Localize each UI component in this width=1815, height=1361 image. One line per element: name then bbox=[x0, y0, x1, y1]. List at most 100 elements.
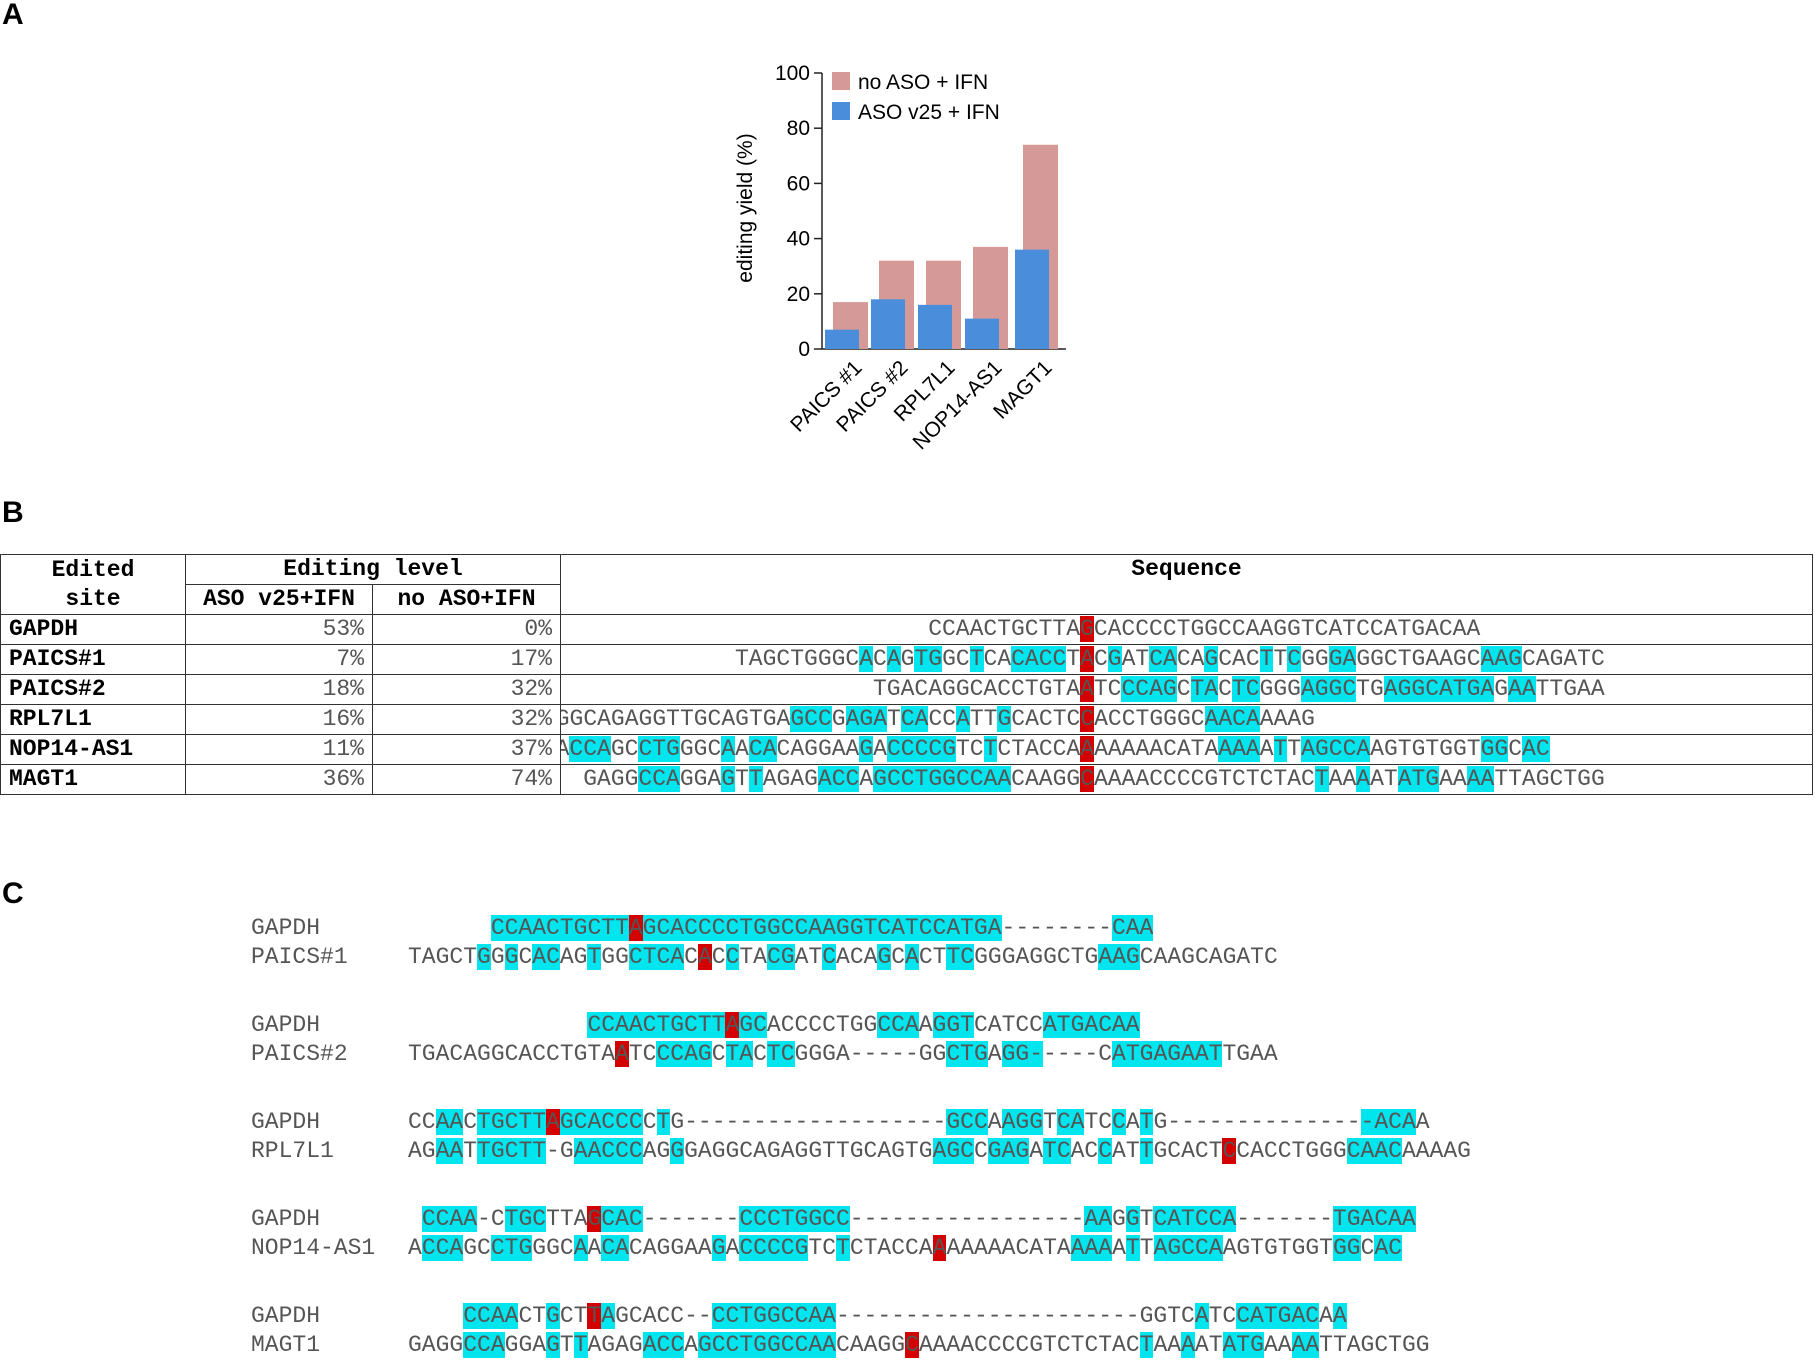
complementary-base: A bbox=[1356, 766, 1371, 792]
legend-swatch bbox=[832, 102, 850, 120]
complementary-base: AA bbox=[1291, 1332, 1320, 1358]
edited-adenosine: A bbox=[697, 944, 712, 970]
alignment-label-bottom: RPL7L1 bbox=[251, 1138, 334, 1164]
complementary-base: CATCCA bbox=[1153, 1206, 1237, 1232]
site-name: GAPDH bbox=[0, 614, 186, 645]
complementary-base: G bbox=[546, 1332, 560, 1358]
header-sequence: Sequence bbox=[560, 554, 1813, 615]
alignment-label-top: GAPDH bbox=[251, 1303, 321, 1329]
complementary-base: T bbox=[969, 646, 984, 672]
site-name: RPL7L1 bbox=[0, 704, 186, 735]
sequence-cell: AGAATTGCTTGAACCCAGGGAGGCAGAGGTTGCAGTGAGC… bbox=[560, 704, 1813, 735]
edited-adenosine: A bbox=[615, 1041, 629, 1067]
no-aso-level: 32% bbox=[372, 704, 561, 735]
complementary-base: TC bbox=[1043, 1138, 1071, 1164]
site-name: PAICS#2 bbox=[0, 674, 186, 705]
alignment-label-top: GAPDH bbox=[251, 1109, 321, 1135]
complementary-base: AA bbox=[1508, 676, 1536, 702]
complementary-base: G bbox=[477, 944, 491, 970]
complementary-base: G bbox=[1107, 646, 1122, 672]
complementary-base: CA bbox=[1056, 1109, 1085, 1135]
complementary-base: AA bbox=[1466, 766, 1495, 792]
complementary-base: AC bbox=[532, 944, 560, 970]
complementary-base: C bbox=[1287, 646, 1302, 672]
complementary-base: CCTGGCCAA bbox=[711, 1303, 836, 1329]
edited-adenosine: T bbox=[587, 1303, 602, 1329]
header-edited-site-line1: Edited bbox=[51, 556, 135, 583]
complementary-base: A bbox=[721, 736, 736, 762]
complementary-base: AC bbox=[1522, 736, 1550, 762]
edited-adenosine: C bbox=[1080, 766, 1094, 792]
alignment-label-top: GAPDH bbox=[251, 1012, 321, 1038]
alignment-seq-top: CCAACTGCTTAGCACCCCTG-------------------G… bbox=[408, 1109, 1430, 1135]
alignment-seq-bottom: TGACAGGCACCTGTAATCCCAGCTACTCGGGA-----GGC… bbox=[408, 1041, 1278, 1067]
complementary-base: GG- bbox=[1001, 1041, 1044, 1067]
complementary-base: AA bbox=[435, 1109, 464, 1135]
complementary-base: AGGC bbox=[1300, 676, 1357, 702]
complementary-base: A bbox=[601, 1303, 616, 1329]
complementary-base: A bbox=[573, 1235, 588, 1261]
aso-level: 18% bbox=[185, 674, 373, 705]
complementary-base: GC bbox=[739, 1012, 767, 1038]
table-row: GAPDH 53% 0% CCAACTGCTTAGCACCCCTGGCCAAGGTCA… bbox=[0, 614, 1813, 645]
complementary-base: CCAACTGCTT bbox=[587, 1012, 726, 1038]
complementary-base: AAA bbox=[1218, 736, 1260, 762]
table-row: PAICS#2 18% 32% TGACAGGCACCTGTAATCCCAGCTACT… bbox=[0, 674, 1813, 705]
complementary-base: ATGAGAAT bbox=[1112, 1041, 1223, 1067]
y-tick-label: 100 bbox=[775, 62, 810, 85]
complementary-base: C bbox=[822, 944, 837, 970]
complementary-base: CAAC bbox=[1346, 1138, 1402, 1164]
edited-adenosine: A bbox=[1080, 646, 1094, 672]
complementary-base: AGCCA bbox=[1301, 736, 1371, 762]
y-tick-label: 0 bbox=[798, 338, 810, 361]
complementary-base: ATG bbox=[1222, 1332, 1264, 1358]
site-name: PAICS#1 bbox=[0, 644, 186, 675]
aso-level: 53% bbox=[185, 614, 373, 645]
complementary-base: T bbox=[1139, 1138, 1154, 1164]
edited-adenosine: A bbox=[1080, 736, 1095, 762]
site-name: MAGT1 bbox=[0, 764, 186, 795]
complementary-base: ATG bbox=[1397, 766, 1440, 792]
sequence: CCAACTGCTTAGCACCCCTGGCCAAGGTCATCCATGACAA bbox=[928, 616, 1481, 642]
complementary-base: CCAA bbox=[463, 1303, 519, 1329]
edited-adenosine: A bbox=[932, 1235, 947, 1261]
complementary-base: CCA bbox=[463, 1332, 505, 1358]
table-row: MAGT1 36% 74% GAGGCCAGGAGTTAGAGACCAGCCTGGCC… bbox=[0, 764, 1813, 795]
header-edited-site: Edited site bbox=[0, 554, 186, 615]
complementary-base: G bbox=[1125, 1206, 1140, 1232]
complementary-base: G bbox=[859, 736, 874, 762]
complementary-base: T bbox=[1139, 1109, 1154, 1135]
complementary-base: G bbox=[670, 1138, 685, 1164]
complementary-base: GA bbox=[1328, 646, 1357, 672]
complementary-base: AACA bbox=[1204, 706, 1260, 732]
complementary-base: ATGACAA bbox=[1042, 1012, 1140, 1038]
complementary-base: GCACCC bbox=[559, 1109, 643, 1135]
edited-adenosine: C bbox=[1222, 1138, 1237, 1164]
complementary-base: GAG bbox=[987, 1138, 1030, 1164]
table-row: NOP14-AS111%37%ACCAGCCTGGGCAACACAGGAAGAC… bbox=[0, 734, 1813, 765]
complementary-base: GCCTGGCCAA bbox=[873, 766, 1012, 792]
complementary-base: AC bbox=[1374, 1235, 1403, 1261]
header-editing-level: Editing level bbox=[185, 554, 561, 585]
aso-level: 36% bbox=[185, 764, 373, 795]
complementary-base: AA bbox=[1084, 1206, 1113, 1232]
complementary-base: T bbox=[748, 766, 763, 792]
complementary-base: T bbox=[836, 1235, 850, 1261]
aso-level: 7% bbox=[185, 644, 373, 675]
header-aso: ASO v25+IFN bbox=[185, 584, 373, 615]
aso-level: 16% bbox=[185, 704, 373, 735]
y-tick-label: 80 bbox=[787, 117, 810, 140]
complementary-base: TC bbox=[946, 944, 975, 970]
complementary-base: T bbox=[1273, 736, 1288, 762]
edited-adenosine: C bbox=[905, 1332, 919, 1358]
complementary-base: G bbox=[721, 766, 736, 792]
bar-aso bbox=[965, 318, 999, 349]
y-tick-label: 40 bbox=[787, 228, 810, 251]
complementary-base: AA bbox=[435, 1138, 464, 1164]
sequence: ACCAGCCTGGGCAACACAGGAAGACCCCGTCTCTACCAAA… bbox=[562, 736, 1550, 762]
y-tick-label: 60 bbox=[787, 172, 810, 195]
bar-aso bbox=[918, 304, 952, 349]
complementary-base: AGCCA bbox=[1153, 1235, 1223, 1261]
complementary-base: TC bbox=[766, 1041, 795, 1067]
bar-aso bbox=[1015, 249, 1049, 349]
